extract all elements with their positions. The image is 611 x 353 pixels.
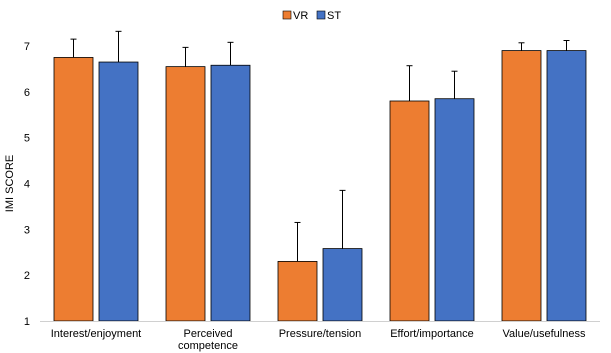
bar-vr-0 <box>53 57 94 322</box>
legend-label-st: ST <box>327 10 341 22</box>
bar-vr-2 <box>277 261 318 322</box>
category-labels: Interest/enjoyment Perceived competence Pre… <box>51 328 586 352</box>
y-tick-label: 5 <box>24 133 30 145</box>
bar-vr-4 <box>501 50 542 322</box>
error-bars <box>70 30 570 262</box>
y-tick-label: 4 <box>24 179 30 191</box>
legend: VR ST <box>282 10 341 22</box>
legend-swatch-st <box>316 10 326 20</box>
y-tick-labels: 1 2 3 4 5 6 7 <box>24 41 30 328</box>
y-axis-title: IMI SCORE <box>4 155 16 212</box>
bars <box>53 50 587 322</box>
bar-st-0 <box>98 61 139 322</box>
category-label: Perceived competence <box>178 328 238 352</box>
category-label: Interest/enjoyment <box>51 328 142 340</box>
legend-swatch-vr <box>282 10 292 20</box>
category-label: Value/usefulness <box>503 328 586 340</box>
category-label: Effort/importance <box>390 328 474 340</box>
bar-st-1 <box>210 64 251 322</box>
category-label: Pressure/tension <box>279 328 362 340</box>
y-tick-label: 7 <box>24 41 30 53</box>
bar-st-3 <box>434 98 475 322</box>
bar-st-2 <box>322 248 363 322</box>
bar-st-4 <box>546 50 587 322</box>
bar-vr-3 <box>389 100 430 322</box>
y-tick-label: 2 <box>24 270 30 282</box>
y-tick-label: 6 <box>24 87 30 99</box>
bar-vr-1 <box>165 66 206 322</box>
legend-label-vr: VR <box>293 10 308 22</box>
y-tick-label: 3 <box>24 224 30 236</box>
y-tick-label: 1 <box>24 316 30 328</box>
